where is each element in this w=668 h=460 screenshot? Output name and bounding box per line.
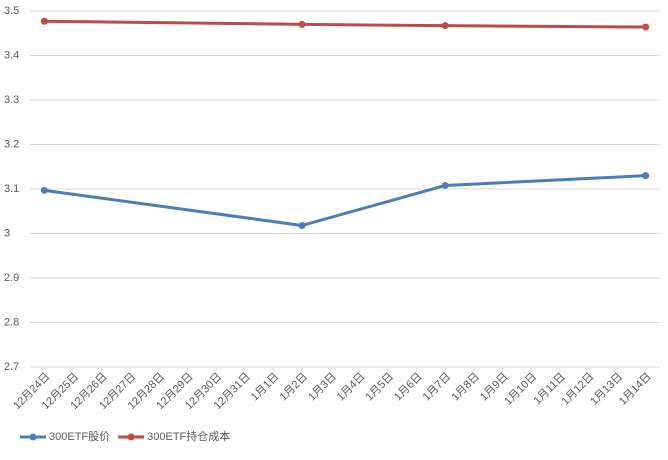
x-tick-label: 1月1日 <box>249 371 282 404</box>
point <box>298 20 306 28</box>
y-tick-label: 3.5 <box>4 5 19 17</box>
y-tick-label: 2.7 <box>4 361 19 373</box>
legend-label: 300ETF持仓成本 <box>147 429 230 443</box>
x-tick-label: 1月5日 <box>363 371 396 404</box>
x-tick-label: 1月7日 <box>421 371 454 404</box>
y-tick-label: 2.8 <box>4 316 19 328</box>
y-tick-label: 3 <box>4 227 10 239</box>
y-tick-label: 3.2 <box>4 138 19 150</box>
x-tick-label: 1月14日 <box>617 371 654 408</box>
line-segment <box>42 19 304 26</box>
line-segment <box>42 188 304 227</box>
point <box>441 22 449 30</box>
legend-marker <box>29 433 37 441</box>
x-tick-label: 1月6日 <box>392 371 425 404</box>
line-segment <box>300 22 447 28</box>
line-segment <box>443 174 648 187</box>
point <box>40 17 48 25</box>
y-tick-label: 3.1 <box>4 183 19 195</box>
line-segment <box>443 24 648 29</box>
x-tick-label: 1月4日 <box>335 371 368 404</box>
legend-marker <box>127 433 135 441</box>
point <box>441 181 449 189</box>
point <box>298 221 306 229</box>
y-tick-label: 3.3 <box>4 94 19 106</box>
y-tick-label: 3.4 <box>4 49 19 61</box>
x-tick-label: 1月8日 <box>449 371 482 404</box>
legend-label: 300ETF股价 <box>49 430 110 443</box>
line-segment <box>300 183 447 227</box>
point <box>40 186 48 194</box>
y-tick-label: 2.9 <box>4 272 19 284</box>
point <box>642 23 650 31</box>
point <box>642 172 650 180</box>
x-tick-label: 1月2日 <box>278 371 311 404</box>
x-tick-label: 1月3日 <box>306 371 339 404</box>
